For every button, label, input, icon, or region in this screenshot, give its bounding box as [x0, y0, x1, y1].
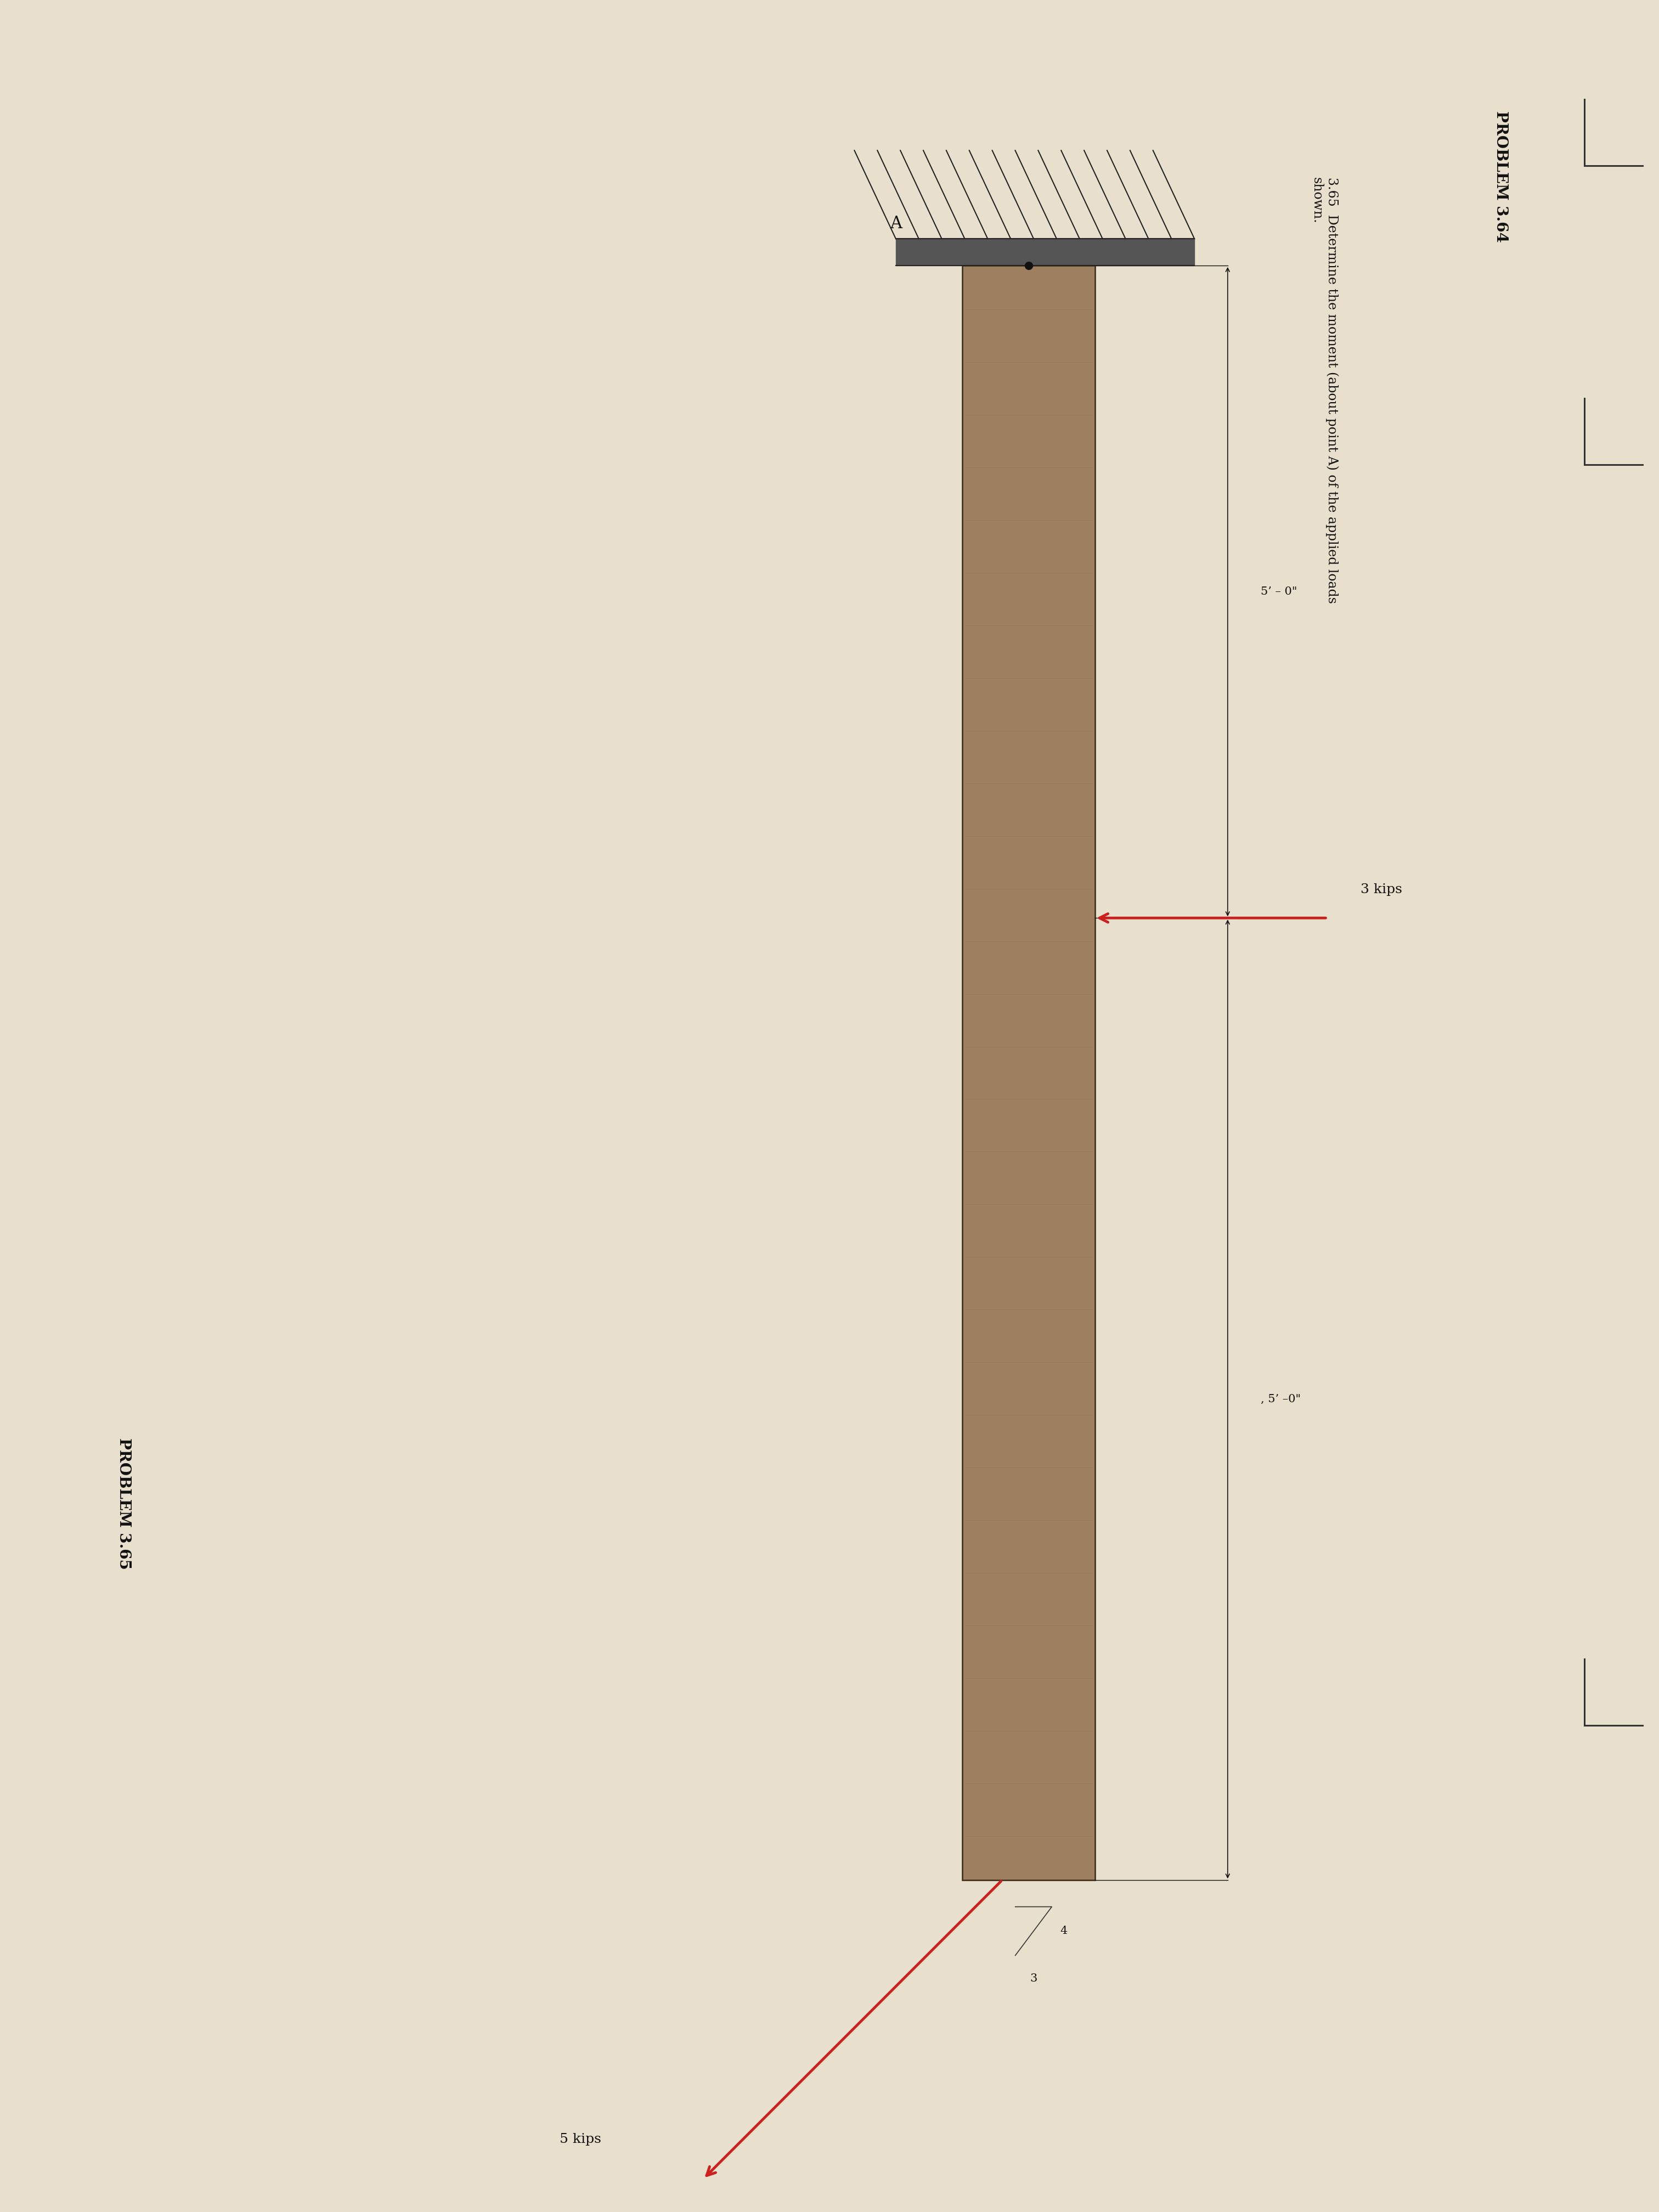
Text: 3 kips: 3 kips	[1360, 883, 1402, 896]
Text: A: A	[889, 215, 902, 232]
Text: 3.65  Determine the moment (about point A) of the applied loads
shown.: 3.65 Determine the moment (about point A…	[1311, 177, 1339, 604]
Text: 5’ – 0": 5’ – 0"	[1261, 586, 1297, 597]
Text: 4: 4	[1060, 1927, 1067, 1936]
Bar	[962, 265, 1095, 1880]
Text: , 5’ –0": , 5’ –0"	[1261, 1394, 1301, 1405]
Text: PROBLEM 3.65: PROBLEM 3.65	[116, 1438, 131, 1568]
Text: 3: 3	[1030, 1973, 1037, 1984]
Text: 5 kips: 5 kips	[559, 2132, 602, 2146]
Text: PROBLEM 3.64: PROBLEM 3.64	[1493, 111, 1508, 241]
